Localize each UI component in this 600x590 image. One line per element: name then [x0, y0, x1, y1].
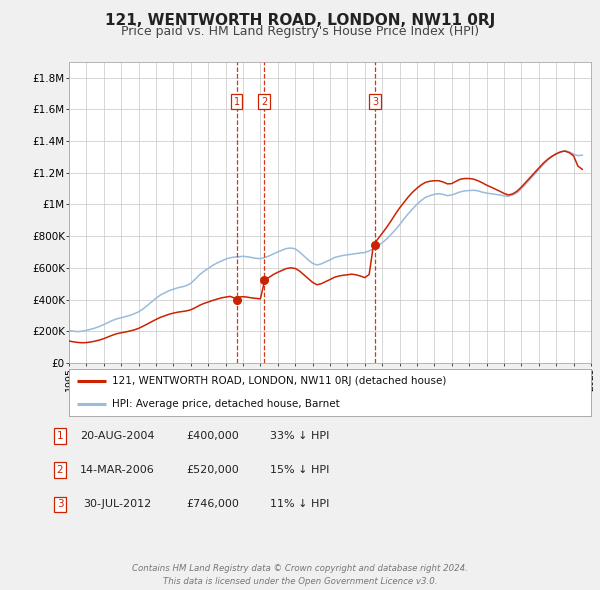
Text: 121, WENTWORTH ROAD, LONDON, NW11 0RJ (detached house): 121, WENTWORTH ROAD, LONDON, NW11 0RJ (d…: [112, 376, 446, 386]
Text: £746,000: £746,000: [187, 500, 239, 509]
Text: 30-JUL-2012: 30-JUL-2012: [83, 500, 151, 509]
Text: 14-MAR-2006: 14-MAR-2006: [80, 466, 154, 475]
Text: 2: 2: [56, 466, 64, 475]
Text: 3: 3: [56, 500, 64, 509]
Text: HPI: Average price, detached house, Barnet: HPI: Average price, detached house, Barn…: [112, 399, 340, 409]
Text: 1: 1: [56, 431, 64, 441]
Text: 15% ↓ HPI: 15% ↓ HPI: [271, 466, 329, 475]
Text: 121, WENTWORTH ROAD, LONDON, NW11 0RJ: 121, WENTWORTH ROAD, LONDON, NW11 0RJ: [105, 13, 495, 28]
Text: £400,000: £400,000: [187, 431, 239, 441]
Text: 33% ↓ HPI: 33% ↓ HPI: [271, 431, 329, 441]
Text: 2: 2: [261, 97, 267, 107]
Text: 3: 3: [372, 97, 378, 107]
Text: 11% ↓ HPI: 11% ↓ HPI: [271, 500, 329, 509]
Text: £520,000: £520,000: [187, 466, 239, 475]
Text: Price paid vs. HM Land Registry's House Price Index (HPI): Price paid vs. HM Land Registry's House …: [121, 25, 479, 38]
Text: 1: 1: [233, 97, 239, 107]
Text: 20-AUG-2004: 20-AUG-2004: [80, 431, 154, 441]
Text: Contains HM Land Registry data © Crown copyright and database right 2024.
This d: Contains HM Land Registry data © Crown c…: [132, 565, 468, 586]
